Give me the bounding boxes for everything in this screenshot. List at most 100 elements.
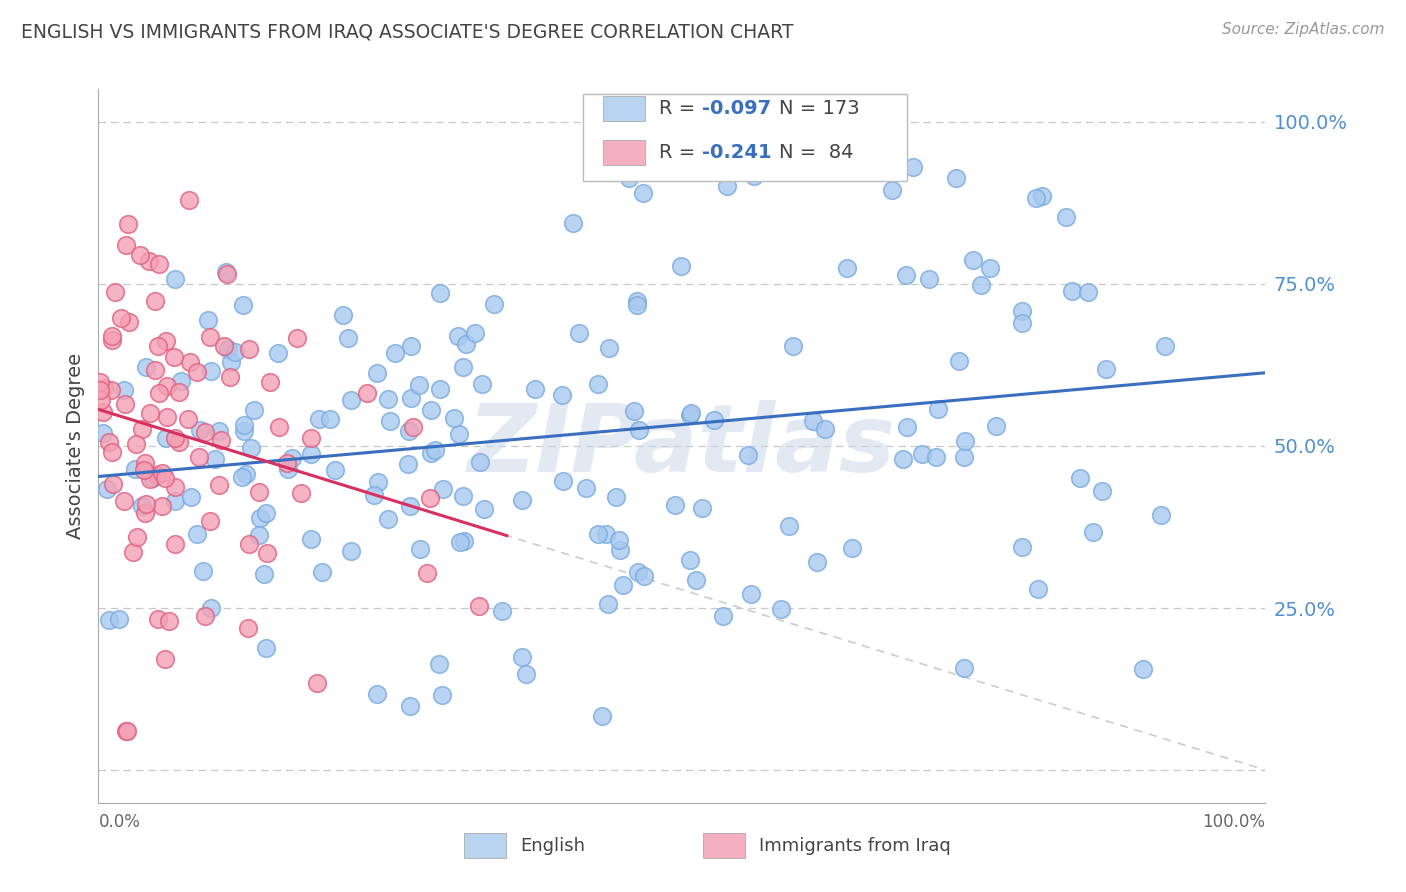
Point: [399, 392, 422, 406]
Point: [108, 612, 131, 626]
Point: [212, 339, 235, 353]
Point: [626, 293, 648, 308]
Text: N = 173: N = 173: [779, 99, 859, 119]
Point: [453, 533, 475, 548]
Point: [803, 414, 825, 428]
Point: [143, 294, 166, 309]
Point: [247, 527, 270, 541]
Point: [744, 169, 766, 183]
Text: ENGLISH VS IMMIGRANTS FROM IRAQ ASSOCIATE'S DEGREE CORRELATION CHART: ENGLISH VS IMMIGRANTS FROM IRAQ ASSOCIAT…: [21, 22, 793, 41]
Point: [894, 268, 917, 283]
Point: [409, 542, 432, 557]
Point: [238, 537, 260, 551]
Point: [1069, 471, 1091, 485]
Point: [1011, 541, 1033, 555]
Point: [266, 345, 288, 359]
Point: [628, 423, 651, 437]
Point: [408, 378, 430, 392]
Point: [449, 535, 471, 549]
Point: [93, 381, 115, 395]
Point: [363, 488, 385, 502]
Point: [112, 384, 135, 398]
Point: [135, 497, 157, 511]
Point: [953, 661, 976, 675]
Point: [402, 420, 425, 434]
Point: [562, 216, 585, 230]
Point: [155, 471, 177, 485]
Point: [464, 326, 486, 340]
Point: [1025, 191, 1047, 205]
Point: [117, 217, 139, 231]
Point: [429, 286, 451, 301]
Text: -0.097: -0.097: [702, 99, 770, 119]
Point: [127, 530, 149, 544]
Point: [235, 467, 257, 481]
Point: [1095, 361, 1118, 376]
Point: [256, 546, 278, 560]
Point: [98, 613, 121, 627]
Text: Immigrants from Iraq: Immigrants from Iraq: [759, 837, 950, 855]
Point: [841, 541, 863, 555]
Point: [150, 467, 173, 481]
Point: [575, 481, 598, 495]
Point: [323, 463, 346, 477]
Point: [685, 573, 707, 587]
Point: [101, 444, 124, 458]
Point: [770, 601, 793, 615]
Point: [595, 527, 617, 541]
Point: [146, 338, 169, 352]
Point: [1031, 189, 1053, 203]
Point: [671, 259, 693, 273]
Point: [209, 433, 232, 447]
Point: [619, 170, 641, 185]
Point: [114, 724, 136, 739]
Point: [217, 267, 239, 281]
Point: [1062, 284, 1084, 298]
Point: [115, 724, 138, 739]
Point: [510, 649, 533, 664]
Point: [484, 297, 506, 311]
Point: [740, 587, 762, 601]
Point: [953, 434, 976, 448]
Point: [551, 387, 574, 401]
Point: [336, 331, 359, 345]
Point: [423, 443, 446, 458]
Point: [155, 652, 177, 666]
Point: [332, 308, 354, 322]
Point: [568, 326, 591, 340]
Point: [948, 354, 970, 368]
Text: ZIPatlas: ZIPatlas: [468, 400, 896, 492]
Point: [366, 687, 388, 701]
Point: [515, 666, 537, 681]
Point: [690, 500, 713, 515]
Point: [165, 480, 187, 494]
Point: [118, 315, 141, 329]
Point: [165, 537, 187, 551]
Point: [299, 447, 322, 461]
Point: [1011, 304, 1033, 318]
Point: [399, 338, 422, 352]
Point: [163, 493, 186, 508]
Point: [970, 277, 993, 292]
Point: [100, 333, 122, 347]
Point: [89, 383, 111, 397]
Point: [586, 527, 609, 541]
Point: [491, 604, 513, 618]
Point: [124, 462, 146, 476]
Point: [454, 336, 477, 351]
Point: [170, 374, 193, 388]
Point: [125, 437, 148, 451]
Point: [188, 450, 211, 464]
Point: [163, 350, 186, 364]
Point: [607, 533, 630, 548]
Point: [451, 489, 474, 503]
Point: [835, 260, 858, 275]
Point: [169, 385, 191, 400]
Point: [290, 485, 312, 500]
Point: [194, 425, 217, 440]
Point: [142, 471, 165, 485]
Point: [194, 609, 217, 624]
Point: [962, 252, 984, 267]
Point: [110, 310, 132, 325]
Point: [1026, 582, 1049, 597]
